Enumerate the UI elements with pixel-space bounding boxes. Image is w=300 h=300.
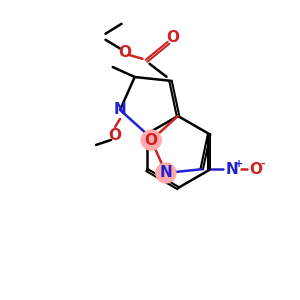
Text: O: O (249, 162, 262, 177)
Circle shape (156, 163, 176, 183)
Text: O: O (166, 30, 179, 45)
Text: +: + (235, 159, 243, 169)
Text: O: O (145, 133, 158, 148)
Text: N: N (225, 162, 238, 177)
Text: O: O (118, 45, 131, 60)
Text: O: O (109, 128, 122, 143)
Text: -: - (260, 159, 265, 169)
Circle shape (141, 130, 161, 150)
Text: N: N (160, 166, 172, 181)
Text: N: N (114, 102, 126, 117)
